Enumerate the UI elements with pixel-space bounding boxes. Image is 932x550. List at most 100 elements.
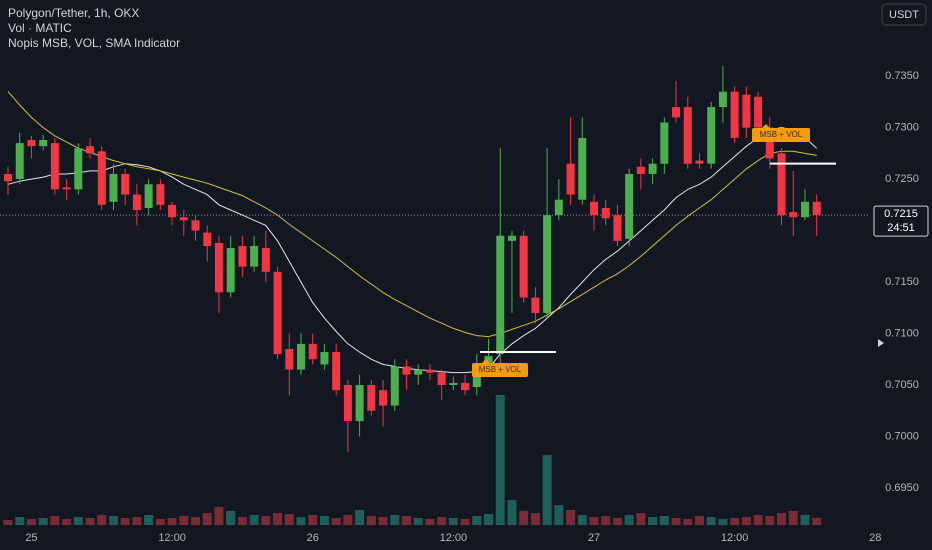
candle-body (74, 148, 83, 190)
msb-label-box (752, 128, 810, 142)
volume-bar (144, 515, 154, 525)
x-tick-label: 12:00 (721, 532, 749, 544)
candle-body (15, 143, 24, 180)
candle-body (625, 173, 634, 239)
volume-bar (484, 514, 494, 525)
candle-body (168, 204, 177, 218)
candle-body (613, 215, 622, 241)
x-tick-label: 27 (588, 532, 600, 544)
candle-body (390, 366, 399, 406)
candle-body (672, 107, 681, 118)
candle-body (730, 91, 739, 138)
plot-area: MSB + VOL MSB + VOL (0, 65, 870, 525)
volume-bar (273, 513, 283, 525)
candle-body (800, 201, 809, 218)
candle-body (765, 127, 774, 159)
volume-bar (202, 513, 212, 525)
candle-body (320, 352, 329, 365)
candle-body (226, 248, 235, 293)
candle-body (812, 201, 821, 216)
volume-bar (15, 517, 25, 525)
volume-bar (38, 518, 48, 525)
volume-bar (261, 516, 271, 525)
candle-body (179, 217, 188, 221)
volume-bar (97, 515, 107, 525)
candle-body (695, 160, 704, 164)
y-tick-label: 0.7050 (885, 379, 919, 391)
volume-bar (448, 518, 458, 525)
volume-bar (624, 515, 634, 525)
volume-bar (812, 518, 822, 525)
x-tick-label: 25 (25, 532, 37, 544)
candle-body (285, 348, 294, 370)
volume-bar (542, 455, 552, 525)
candle-body (754, 96, 763, 128)
volume-bar (249, 515, 259, 525)
volume-bar (648, 517, 658, 525)
volume-bar (226, 511, 236, 525)
candle-body (636, 166, 645, 174)
volume-bar (694, 516, 704, 525)
volume-bar (26, 519, 36, 525)
volume-bar (378, 517, 388, 525)
countdown-label: 24:51 (887, 222, 915, 234)
candle-body (144, 184, 153, 208)
msb-label-pointer (482, 359, 490, 363)
volume-bar (319, 516, 329, 525)
subtitle: Vol · MATIC (8, 21, 72, 35)
candle-body (50, 143, 59, 190)
volume-bar (214, 507, 224, 525)
volume-bar (155, 519, 165, 525)
candle-body (707, 107, 716, 164)
candle-body (461, 382, 470, 391)
candle-body (238, 246, 247, 267)
volume-bar (366, 516, 376, 525)
volume-bar (800, 515, 810, 525)
y-tick-label: 0.7150 (885, 276, 919, 288)
volume-bar (3, 520, 13, 525)
volume-bar (659, 516, 669, 525)
candle-body (718, 91, 727, 108)
currency-label[interactable]: USDT (889, 9, 919, 21)
y-tick-label: 0.7250 (885, 173, 919, 185)
y-tick-label: 0.7350 (885, 70, 919, 82)
candle-body (660, 122, 669, 164)
volume-bar (85, 518, 95, 525)
volume-bar (284, 514, 294, 525)
scroll-arrow[interactable] (878, 339, 884, 347)
volume-bar (331, 518, 341, 525)
candle-body (437, 372, 446, 385)
volume-bar (765, 516, 775, 525)
candle-body (261, 248, 270, 272)
candle-body (39, 140, 48, 147)
candle-body (97, 151, 106, 205)
volume-bar (601, 516, 611, 525)
last-price-label: 0.7215 (884, 208, 918, 220)
sma-line (7, 91, 817, 338)
volume-bar (413, 518, 423, 525)
candle-body (590, 201, 598, 216)
volume-bar (566, 510, 576, 525)
candle-body (62, 187, 71, 190)
x-tick-label: 26 (307, 532, 319, 544)
volume-bar (507, 500, 517, 525)
y-tick-label: 0.6950 (885, 482, 919, 494)
y-tick-label: 0.7300 (885, 122, 919, 134)
candle-body (789, 212, 798, 218)
volume-bar (73, 517, 83, 525)
x-tick-label: 12:00 (440, 532, 468, 544)
candle-body (343, 385, 352, 422)
chart-title: Polygon/Tether, 1h, OKX (8, 6, 139, 20)
candle-body (531, 297, 540, 313)
volume-bar (179, 516, 189, 525)
candle-body (121, 173, 130, 195)
candle-body (402, 366, 411, 375)
volume-bar (612, 518, 622, 525)
msb-label-pointer (762, 124, 770, 128)
currency-button[interactable] (881, 3, 927, 26)
volume-bar (62, 519, 72, 525)
volume-bar (50, 516, 60, 525)
candle-body (297, 343, 305, 370)
candle-body (109, 173, 118, 202)
